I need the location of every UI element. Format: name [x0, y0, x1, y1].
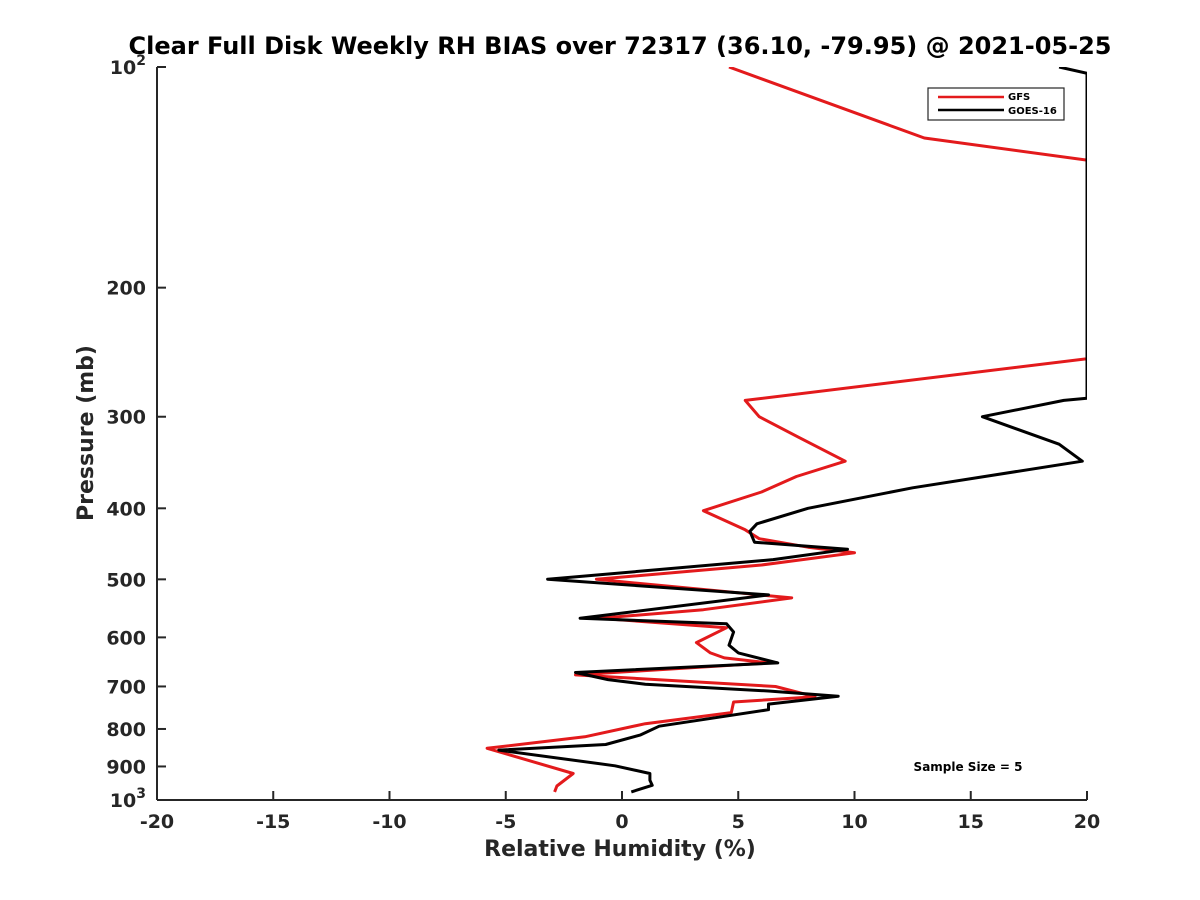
y-tick-label: 103 [110, 786, 146, 812]
legend-label-gfs: GFS [1008, 92, 1030, 103]
y-tick-base: 400 [106, 498, 146, 520]
y-tick-label: 300 [106, 407, 146, 429]
y-tick-label: 800 [106, 719, 146, 741]
x-tick-label: 15 [958, 811, 984, 833]
x-tick-label: -10 [372, 811, 406, 833]
y-tick-base: 800 [106, 719, 146, 741]
y-tick-base: 600 [106, 627, 146, 649]
y-tick-label: 200 [106, 278, 146, 300]
y-tick-base: 500 [106, 569, 146, 591]
x-ticks: -20 -15 -10 -5 0 5 10 15 20 [140, 791, 1100, 833]
y-tick-label: 700 [106, 676, 146, 698]
y-tick-label: 102 [110, 53, 146, 79]
x-tick-label: -20 [140, 811, 174, 833]
x-axis-label: Relative Humidity (%) [484, 837, 756, 862]
legend-box [927, 87, 1065, 121]
y-tick-label: 900 [106, 756, 146, 778]
chart-title: Clear Full Disk Weekly RH BIAS over 7231… [129, 32, 1112, 60]
series-line-gfs [485, 67, 1087, 793]
x-tick-label: 20 [1074, 811, 1100, 833]
x-tick-label: 10 [841, 811, 867, 833]
y-axis-label: Pressure (mb) [74, 345, 99, 521]
y-tick-label: 600 [106, 627, 146, 649]
y-tick-label: 400 [106, 498, 146, 520]
y-tick-base: 900 [106, 756, 146, 778]
y-tick-base: 700 [106, 676, 146, 698]
legend: GFS GOES-16 [927, 87, 1065, 121]
sample-size-annotation: Sample Size = 5 [914, 760, 1023, 774]
x-tick-label: -15 [256, 811, 290, 833]
y-tick-exponent: 3 [136, 786, 146, 802]
x-tick-label: 5 [732, 811, 745, 833]
y-tick-base: 300 [106, 407, 146, 429]
x-tick-label: 0 [615, 811, 628, 833]
y-tick-exponent: 2 [136, 53, 146, 69]
y-tick-base: 10 [110, 790, 136, 812]
legend-label-goes16: GOES-16 [1008, 106, 1057, 117]
y-tick-base: 10 [110, 57, 136, 79]
y-tick-label: 500 [106, 569, 146, 591]
series-layer [485, 67, 1087, 794]
y-tick-base: 200 [106, 278, 146, 300]
x-tick-label: -5 [495, 811, 516, 833]
series-line-goes16 [497, 67, 1087, 794]
